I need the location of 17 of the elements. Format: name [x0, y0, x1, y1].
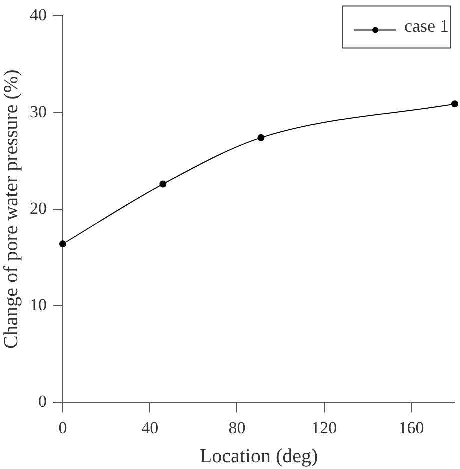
y-tick-label: 40: [30, 6, 47, 25]
x-tick-label: 160: [398, 418, 424, 438]
legend-label: case 1: [404, 16, 450, 36]
point: [452, 100, 458, 108]
x-axis-title: Location (deg): [200, 445, 318, 468]
y-tick-label: 10: [30, 295, 47, 314]
x-tick-label: 80: [228, 418, 246, 438]
point: [160, 180, 167, 188]
y-tick-label: 30: [30, 102, 47, 122]
y-tick-label: 20: [30, 198, 47, 218]
point: [60, 240, 66, 248]
y-axis-title: Change of pore water pressure (%): [0, 70, 22, 350]
y-tick-label: 0: [38, 392, 47, 412]
x-tick-label: 120: [312, 418, 338, 438]
x-tick-label: 0: [58, 418, 68, 438]
point: [258, 134, 265, 142]
x-tick-label: 40: [142, 418, 159, 438]
